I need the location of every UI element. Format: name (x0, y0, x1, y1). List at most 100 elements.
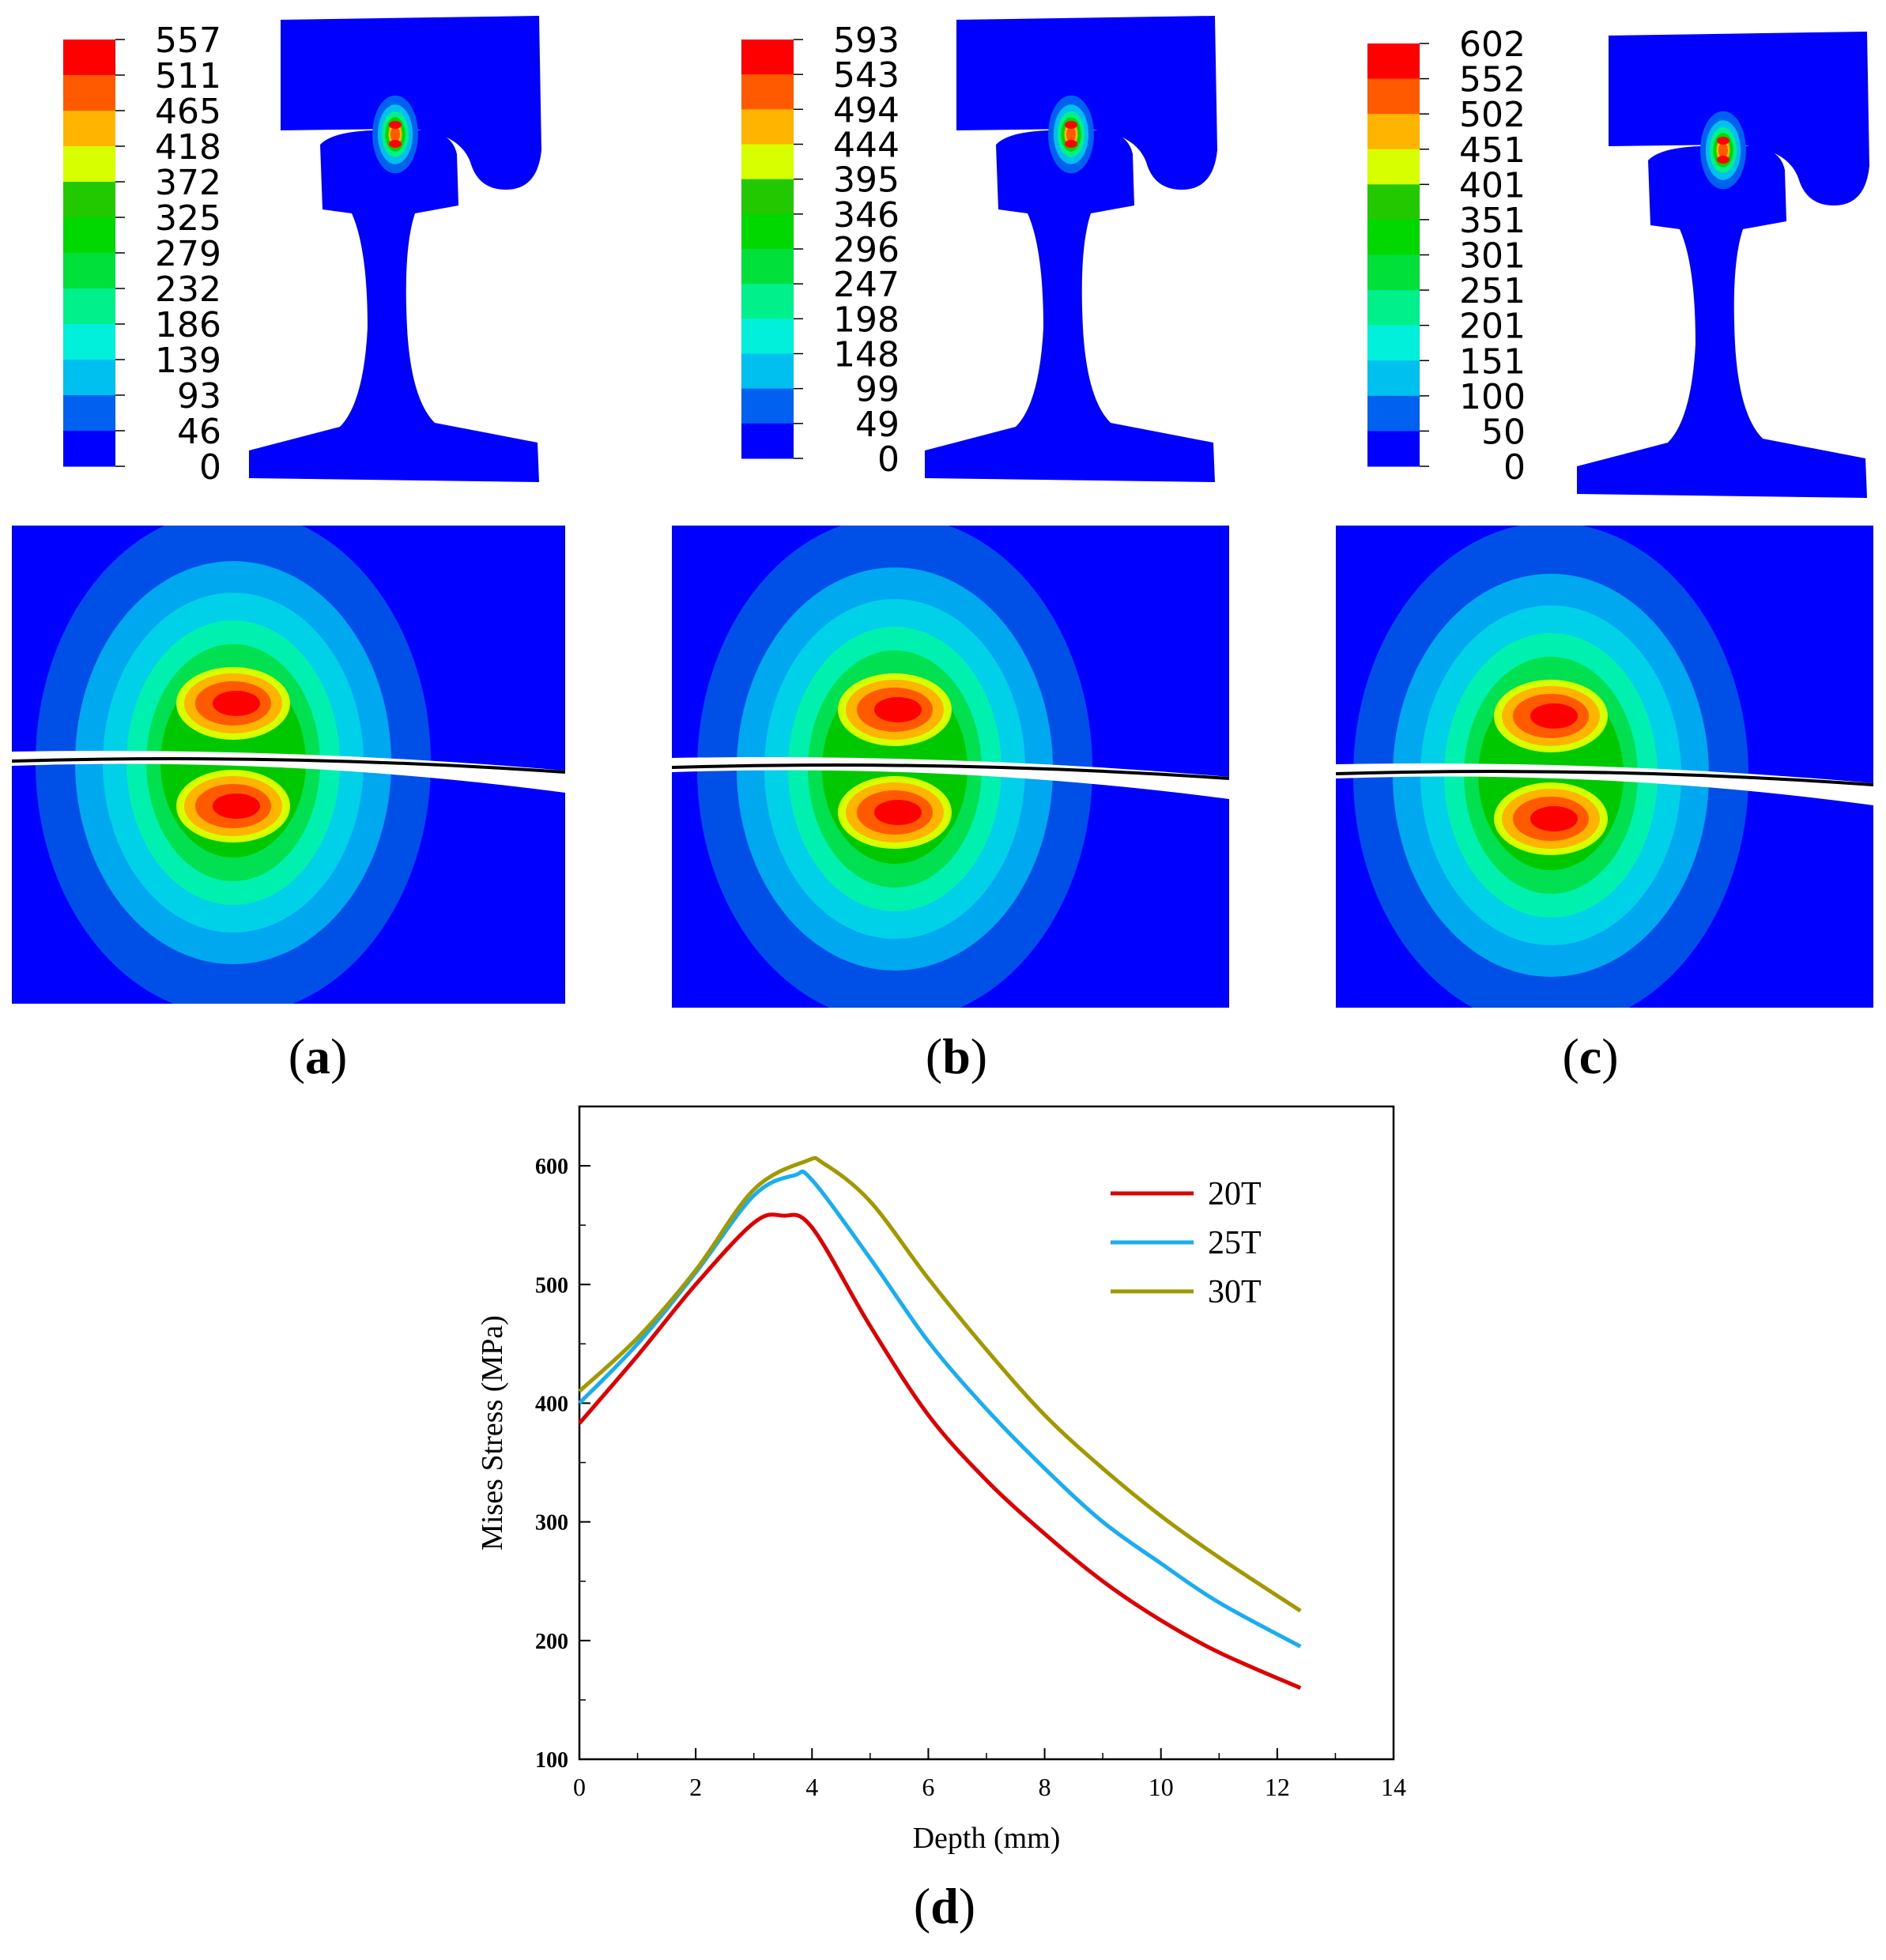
legend-label: 301 (1459, 236, 1526, 277)
legend-bin (741, 423, 794, 459)
y-tick-label: 300 (535, 1511, 568, 1536)
legend-bin (1367, 431, 1420, 467)
series-line-20T (578, 1212, 1302, 1690)
x-tick-label: 8 (1039, 1773, 1051, 1801)
legend-label: 198 (833, 300, 900, 340)
legend-bin (1367, 325, 1420, 361)
wheel-section (956, 16, 1217, 190)
y-tick-label: 200 (535, 1630, 568, 1654)
legend-bin (741, 388, 794, 424)
stress-peak (1717, 137, 1729, 145)
legend-label: 465 (155, 92, 221, 132)
legend-bin (1367, 184, 1420, 220)
legend-label: 346 (833, 195, 900, 236)
legend-bin (63, 253, 115, 289)
legend-label-25T: 25T (1208, 1225, 1262, 1261)
legend-label: 325 (155, 198, 221, 239)
x-tick-label: 0 (573, 1773, 586, 1801)
wheel-section (1609, 32, 1869, 205)
legend-label: 247 (833, 265, 900, 305)
legend-bin (1367, 149, 1420, 185)
legend-label: 351 (1459, 201, 1526, 241)
x-tick-label: 10 (1149, 1773, 1174, 1801)
legend-label: 139 (155, 341, 221, 381)
legend-label: 148 (833, 335, 900, 375)
y-tick-label: 400 (535, 1392, 568, 1416)
legend-bin (63, 217, 115, 254)
rail-cross-section (925, 16, 1217, 482)
legend-label: 186 (155, 305, 221, 345)
y-axis-label: Mises Stress (MPa) (476, 1315, 509, 1551)
contact-gap (672, 757, 1229, 799)
y-tick-label: 500 (535, 1273, 568, 1298)
contour-peak (874, 800, 922, 825)
legend-label: 296 (833, 230, 900, 270)
legend-label: 418 (155, 127, 221, 168)
legend-bin (741, 40, 794, 75)
legend-label: 602 (1459, 24, 1526, 65)
plot-frame (578, 1105, 1395, 1761)
zoomed-contour (672, 526, 1229, 1008)
zoomed-contour (1336, 526, 1873, 1008)
legend-bin (1367, 290, 1420, 326)
legend-bin (63, 182, 115, 218)
legend-label: 502 (1459, 95, 1526, 135)
legend-label-30T: 30T (1208, 1274, 1262, 1310)
stress-peak (1065, 121, 1077, 129)
legend-label: 543 (833, 55, 900, 96)
legend-bin (741, 249, 794, 285)
stress-depth-chart: 0 2 4 6 8 10 12 14 100 200 300 400 500 600 Depth (mm) M… (476, 1105, 1406, 1855)
series-line-30T (578, 1155, 1302, 1613)
legend-bin (63, 431, 115, 467)
legend-label: 99 (855, 370, 900, 410)
legend-bin (741, 74, 794, 110)
legend-bin (63, 360, 115, 396)
x-tick-label: 12 (1265, 1773, 1290, 1801)
legend-label: 232 (155, 270, 221, 310)
zoomed-contour (12, 526, 565, 1004)
legend-label: 46 (177, 412, 221, 452)
legend-label: 50 (1481, 412, 1526, 452)
legend-bin (63, 395, 115, 432)
stress-hotspot (1718, 141, 1728, 159)
rail-section (249, 130, 539, 482)
panel-label-d: (d) (913, 1878, 976, 1934)
contact-line (1336, 770, 1873, 786)
legend-label: 93 (177, 376, 221, 416)
panel-label-c: (c) (1562, 1028, 1619, 1084)
legend-bin (63, 324, 115, 360)
panel-label-a: (a) (288, 1028, 348, 1084)
legend-label: 372 (155, 163, 221, 203)
legend-bin (63, 111, 115, 147)
legend-label: 593 (833, 21, 900, 61)
legend-label: 100 (1459, 377, 1526, 417)
contour-peak (1530, 806, 1578, 831)
legend-bin (741, 179, 794, 215)
legend-label: 444 (833, 126, 900, 166)
legend-label: 511 (155, 56, 221, 96)
legend-label: 0 (1503, 447, 1526, 488)
legend-label: 494 (833, 90, 900, 130)
legend-bin (741, 144, 794, 180)
legend-label: 0 (199, 447, 221, 488)
legend-bin (1367, 219, 1420, 255)
legend-bin (63, 75, 115, 111)
legend-label: 251 (1459, 271, 1526, 311)
legend-bin (741, 353, 794, 390)
legend-label: 201 (1459, 307, 1526, 347)
legend-bin (1367, 43, 1420, 80)
rail-cross-section (1577, 32, 1869, 498)
wheel-section (281, 16, 541, 190)
legend-bin (1367, 395, 1420, 432)
rail-cross-section (249, 16, 541, 482)
legend-label: 0 (877, 439, 900, 480)
contour-peak (874, 697, 922, 722)
legend-bin (741, 109, 794, 145)
contact-line (12, 757, 565, 774)
contact-gap (1336, 763, 1873, 805)
legend-bin (741, 318, 794, 354)
